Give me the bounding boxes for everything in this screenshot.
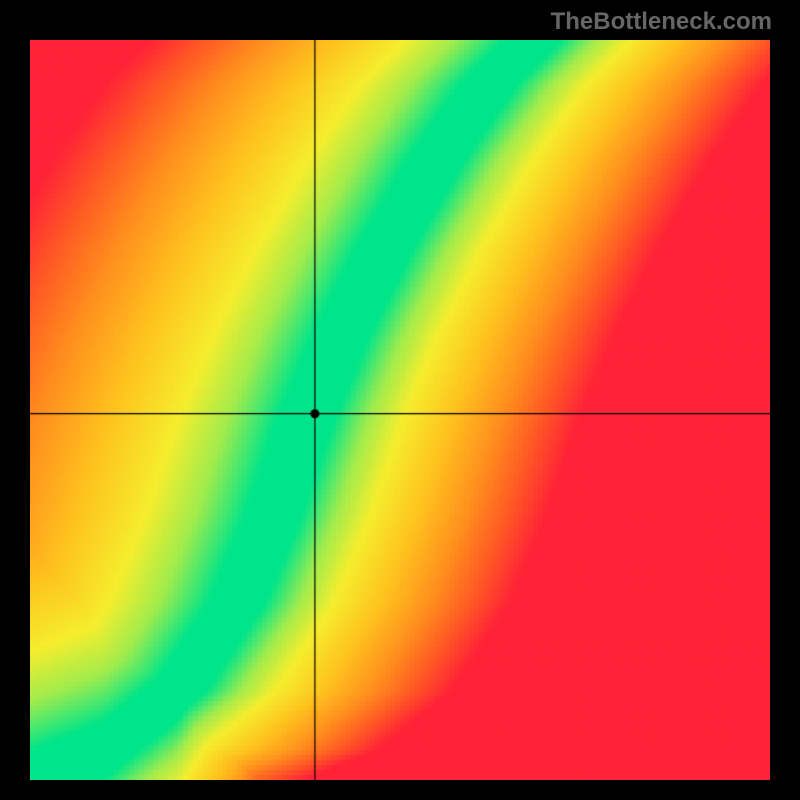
- figure-container: TheBottleneck.com: [0, 0, 800, 800]
- watermark-text: TheBottleneck.com: [551, 8, 772, 36]
- bottleneck-heatmap: [30, 40, 770, 780]
